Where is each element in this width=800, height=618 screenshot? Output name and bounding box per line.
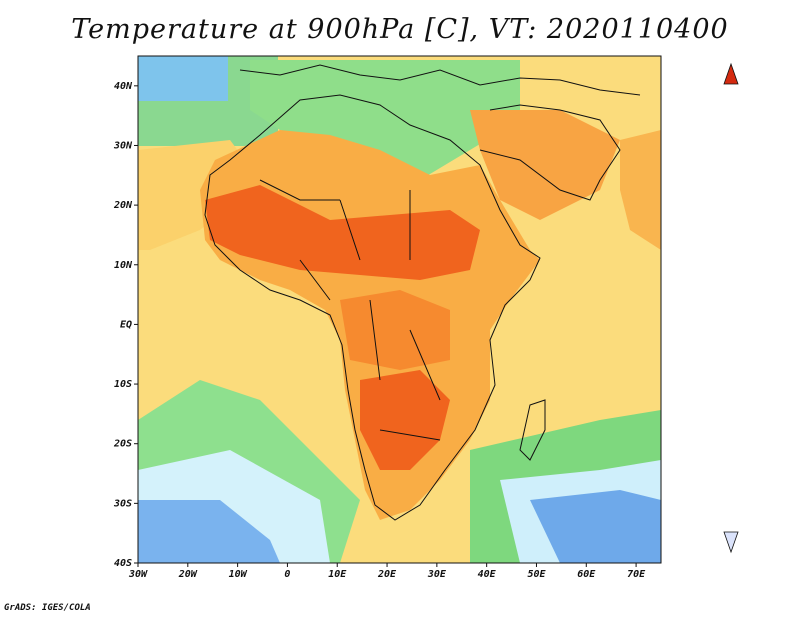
lon-tick-label: 50E [527,569,546,580]
lat-tick-label: EQ [120,319,132,330]
chart-title: Temperature at 900hPa [C], VT: 202011040… [71,14,729,45]
lat-tick-label: 10S [114,379,132,390]
lon-tick-label: 0 [284,569,290,580]
congo-warm [340,290,450,370]
sahel-hot-region [205,185,480,280]
south-atlantic-blue [138,500,280,563]
europe-coastline [239,64,641,96]
lat-tick-label: 10N [114,260,133,271]
border-lines [259,179,441,441]
lon-tick-label: 20E [377,569,397,580]
latitude-ticks: 40N 30N 20N 10N EQ 10S 20S 30S 40S [113,81,138,569]
arabia-coastline [479,104,621,201]
plot-frame [137,55,662,564]
lon-tick-label: 10E [328,569,347,580]
southern-africa-hot [360,370,450,470]
north-cool-band-2 [138,56,228,101]
lat-tick-label: 30S [113,498,132,509]
lon-tick-label: 40E [478,569,497,580]
med-cool-region [250,60,520,180]
lon-tick-label: 60E [577,569,596,580]
lat-tick-label: 40N [114,81,133,92]
colorbar [723,62,739,554]
longitude-ticks: 30W 20W 10W 0 10E 20E 30E 40E 50E 60E 70E [128,563,646,580]
lon-tick-label: 10W [229,569,248,580]
lat-tick-label: 20S [113,439,132,450]
lat-tick-label: 30N [113,140,133,151]
lon-tick-label: 70E [627,569,646,580]
lat-tick-label: 40S [114,558,132,569]
arabia-warm [470,110,620,220]
lon-tick-label: 20W [178,569,198,580]
credit-text: GrADS: IGES/COLA [4,603,91,613]
coastlines [204,64,641,521]
lat-tick-label: 20N [113,200,133,211]
lon-tick-label: 30W [128,569,148,580]
south-indian-blue [530,490,661,563]
colorbar-bottom-arrow [723,531,739,554]
india-warm [620,130,661,250]
lon-tick-label: 30E [427,569,447,580]
colorbar-top-arrow [723,62,739,85]
map-field [138,56,661,563]
madagascar-coastline [519,399,546,461]
africa-coastline [204,94,541,521]
